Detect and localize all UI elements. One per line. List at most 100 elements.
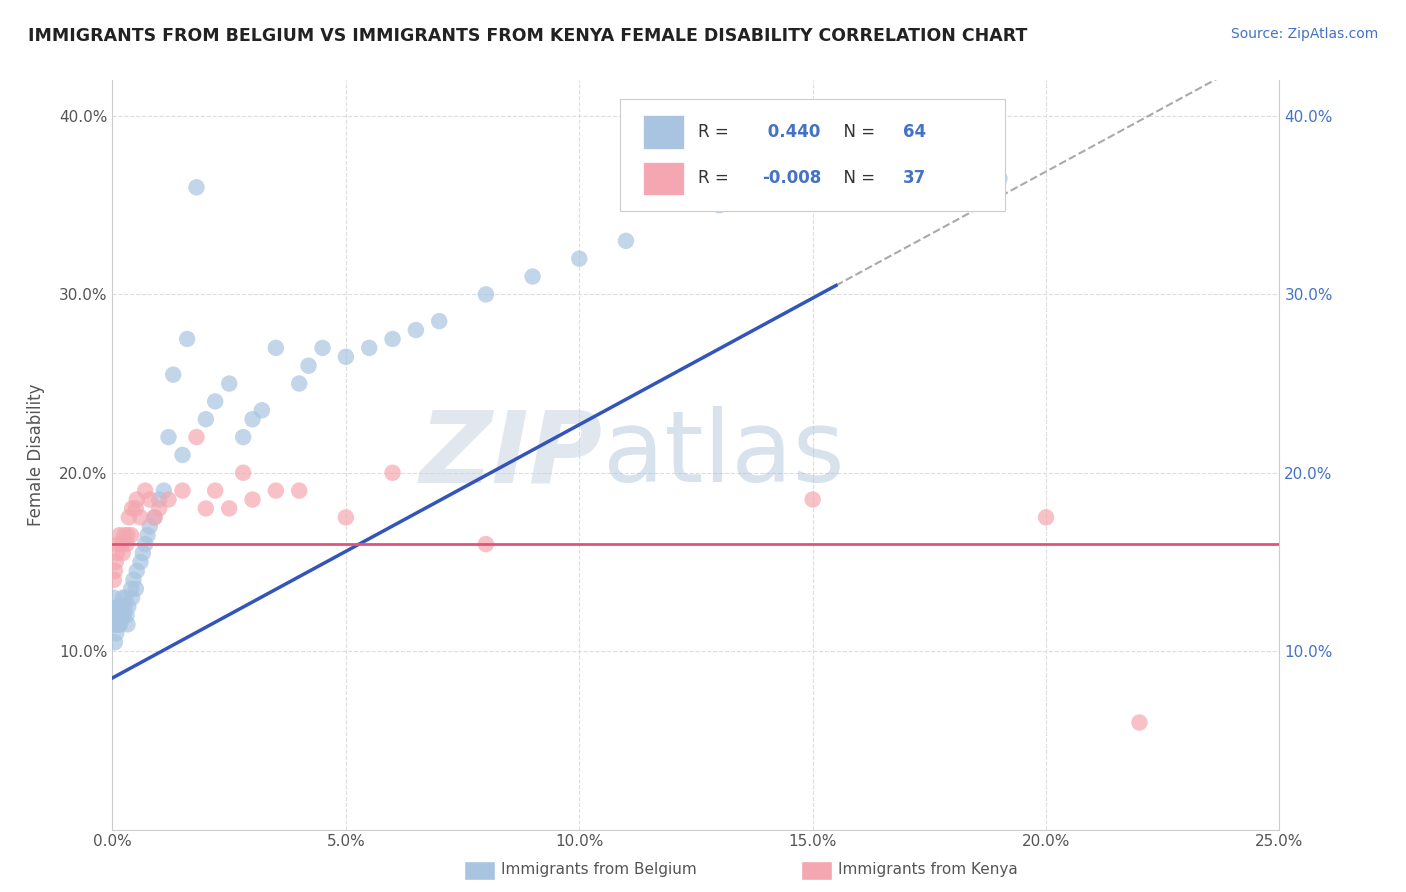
Point xyxy=(172,448,194,462)
Point xyxy=(335,510,357,524)
Point xyxy=(110,608,132,623)
Point xyxy=(103,591,125,605)
Point xyxy=(176,332,198,346)
Point xyxy=(103,573,125,587)
Point xyxy=(107,599,129,614)
Point xyxy=(104,564,127,578)
Point xyxy=(105,546,128,560)
Point xyxy=(242,492,264,507)
Point xyxy=(134,537,156,551)
Point xyxy=(194,501,217,516)
Point xyxy=(139,492,162,507)
FancyBboxPatch shape xyxy=(620,99,1005,211)
Point xyxy=(104,555,127,569)
Point xyxy=(143,510,166,524)
Point xyxy=(111,599,134,614)
Point xyxy=(107,537,129,551)
Point xyxy=(264,483,287,498)
Point xyxy=(288,376,311,391)
Point xyxy=(105,617,128,632)
Point xyxy=(117,599,139,614)
Point xyxy=(112,608,135,623)
Point xyxy=(475,287,498,301)
Point xyxy=(115,608,138,623)
Point xyxy=(121,501,143,516)
Point xyxy=(148,501,170,516)
Point xyxy=(125,501,148,516)
Point xyxy=(117,528,139,542)
Point xyxy=(522,269,544,284)
Point xyxy=(125,492,148,507)
Point xyxy=(107,617,129,632)
Point xyxy=(143,510,166,524)
Point xyxy=(139,519,162,533)
Point xyxy=(112,528,135,542)
Point xyxy=(114,599,136,614)
Text: R =: R = xyxy=(699,169,734,187)
Point xyxy=(186,430,208,444)
Text: 37: 37 xyxy=(903,169,925,187)
Point xyxy=(204,394,226,409)
Point xyxy=(381,466,404,480)
Point xyxy=(132,546,155,560)
Point xyxy=(125,582,148,596)
Point xyxy=(129,510,152,524)
Point xyxy=(108,608,131,623)
Point xyxy=(264,341,287,355)
Point xyxy=(120,528,142,542)
Point xyxy=(894,180,917,194)
Point xyxy=(108,528,131,542)
Point xyxy=(801,189,824,203)
Text: atlas: atlas xyxy=(603,407,844,503)
Point xyxy=(108,599,131,614)
Point xyxy=(242,412,264,426)
Point xyxy=(111,591,134,605)
Point xyxy=(709,198,731,212)
Text: -0.008: -0.008 xyxy=(762,169,821,187)
Text: 64: 64 xyxy=(903,123,925,141)
Point xyxy=(288,483,311,498)
Point xyxy=(218,376,240,391)
Point xyxy=(153,483,176,498)
Point xyxy=(157,492,180,507)
Point xyxy=(218,501,240,516)
Point xyxy=(232,430,254,444)
Point xyxy=(427,314,450,328)
Point xyxy=(568,252,591,266)
Y-axis label: Female Disability: Female Disability xyxy=(27,384,45,526)
Point xyxy=(801,492,824,507)
Text: 0.440: 0.440 xyxy=(762,123,821,141)
Point xyxy=(121,591,143,605)
Point xyxy=(104,617,127,632)
Text: N =: N = xyxy=(832,169,880,187)
Point xyxy=(988,171,1011,186)
Point xyxy=(129,555,152,569)
Point xyxy=(108,617,131,632)
Point xyxy=(111,546,134,560)
Point xyxy=(115,537,138,551)
Point xyxy=(103,617,125,632)
Point xyxy=(125,564,148,578)
Point xyxy=(405,323,427,337)
Point xyxy=(1035,510,1057,524)
Point xyxy=(297,359,319,373)
Point xyxy=(105,608,128,623)
Point xyxy=(335,350,357,364)
Point xyxy=(194,412,217,426)
Point xyxy=(162,368,184,382)
Text: Source: ZipAtlas.com: Source: ZipAtlas.com xyxy=(1230,27,1378,41)
Point xyxy=(134,483,156,498)
Point xyxy=(114,591,136,605)
Point xyxy=(104,608,127,623)
Point xyxy=(186,180,208,194)
Text: R =: R = xyxy=(699,123,734,141)
Text: ZIP: ZIP xyxy=(419,407,603,503)
Point xyxy=(120,582,142,596)
Point xyxy=(105,626,128,640)
Point xyxy=(381,332,404,346)
Point xyxy=(359,341,381,355)
Bar xyxy=(644,161,685,195)
Text: N =: N = xyxy=(832,123,880,141)
Point xyxy=(148,492,170,507)
Point xyxy=(103,608,125,623)
